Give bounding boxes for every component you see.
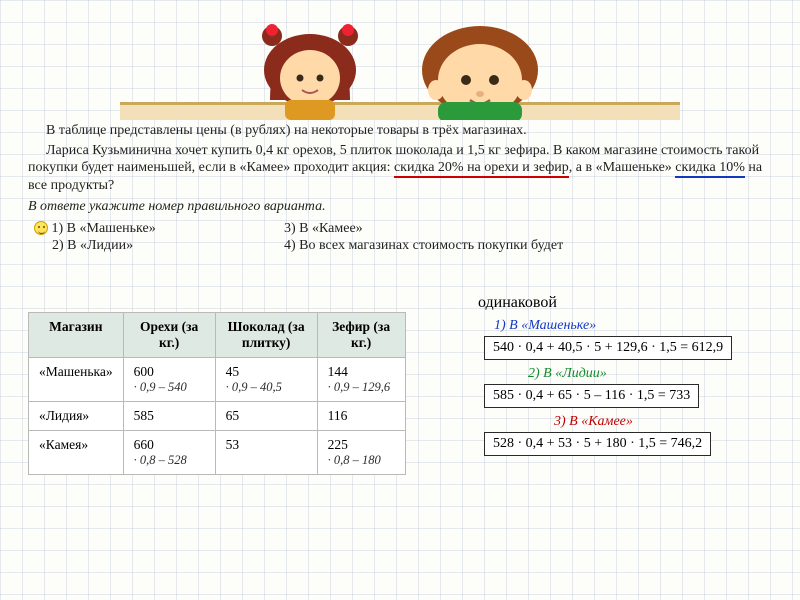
table-row: «Машенька»600· 0,9 – 54045· 0,9 – 40,514…	[29, 358, 406, 402]
ans3-label: 3) В «Камее»	[554, 414, 798, 430]
th-zefir: Зефир (за кг.)	[317, 313, 405, 358]
ans2-label: 2) В «Лидии»	[528, 366, 798, 382]
option-3: 3) В «Камее»	[284, 220, 784, 238]
problem-line1: В таблице представлены цены (в рублях) н…	[28, 122, 784, 140]
th-choc: Шоколад (за плитку)	[215, 313, 317, 358]
answer-options: 1) В «Машеньке» 3) В «Камее» 2) В «Лидии…	[34, 220, 784, 255]
instruction: В ответе укажите номер правильного вариа…	[28, 198, 784, 216]
promo-mashenka: скидка 10%	[675, 160, 745, 178]
problem-line2mid: , а в «Машеньке»	[569, 160, 676, 175]
ans1-label: 1) В «Машеньке»	[494, 318, 798, 334]
option-2: 2) В «Лидии»	[34, 237, 284, 255]
price-table: Магазин Орехи (за кг.) Шоколад (за плитк…	[28, 312, 406, 475]
option-1: 1) В «Машеньке»	[52, 221, 156, 236]
th-nuts: Орехи (за кг.)	[123, 313, 215, 358]
th-shop: Магазин	[29, 313, 124, 358]
ans2-expr: 585 · 0,4 + 65 · 5 – 116 · 1,5 = 733	[484, 384, 699, 408]
problem-text: В таблице представлены цены (в рублях) н…	[28, 122, 784, 261]
ans1-expr: 540 · 0,4 + 40,5 · 5 + 129,6 · 1,5 = 612…	[484, 336, 732, 360]
option-4: 4) Во всех магазинах стоимость покупки б…	[284, 237, 784, 255]
ans3-expr: 528 · 0,4 + 53 · 5 + 180 · 1,5 = 746,2	[484, 432, 711, 456]
kids-illustration	[120, 0, 680, 120]
calculations: 1) В «Машеньке» 540 · 0,4 + 40,5 · 5 + 1…	[468, 312, 798, 456]
option-4b: одинаковой	[478, 294, 557, 312]
problem-line2: Лариса Кузьминична хочет купить 0,4 кг о…	[28, 142, 784, 195]
promo-kameya: скидка 20% на орехи и зефир	[394, 160, 569, 178]
smiley-icon	[34, 221, 48, 235]
table-row: «Камея» 660· 0,8 – 52853225· 0,8 – 180	[29, 431, 406, 475]
table-row: «Лидия»58565116	[29, 402, 406, 431]
